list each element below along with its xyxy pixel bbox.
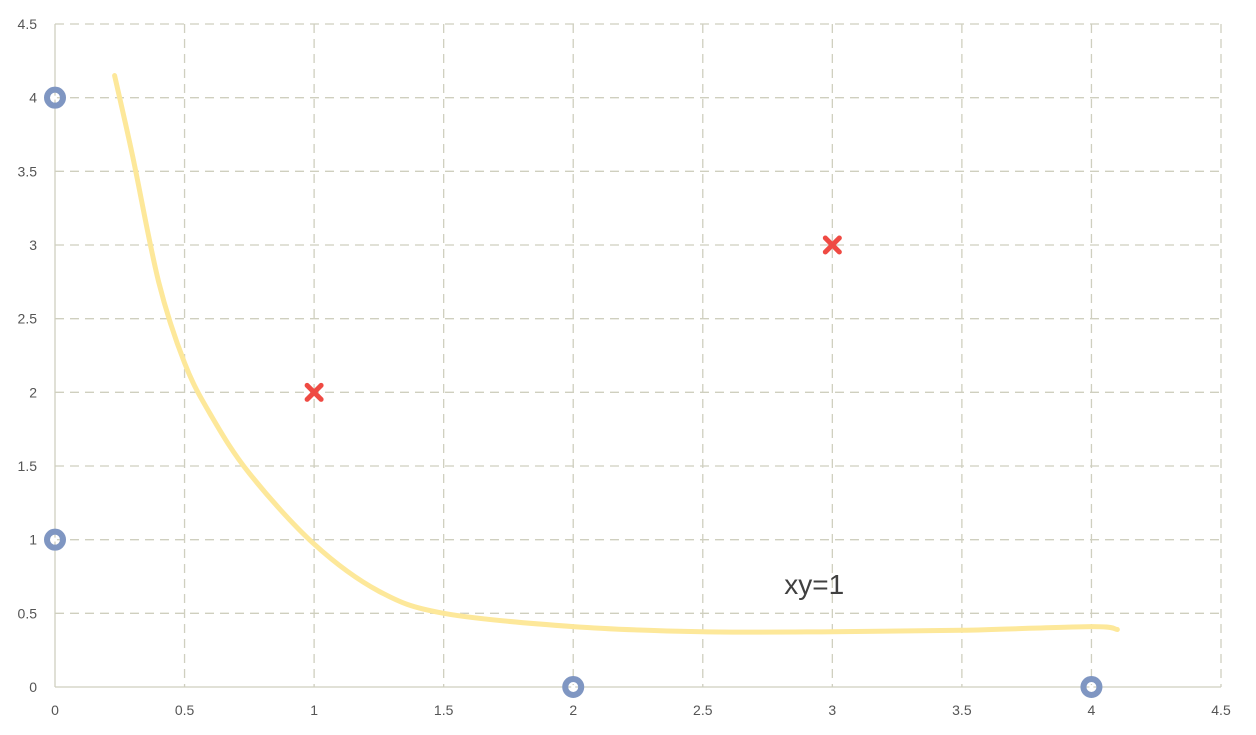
y-tick-label: 0: [29, 679, 37, 695]
y-tick-label: 4: [29, 90, 37, 106]
axes: [54, 24, 1221, 688]
x-tick-label: 1: [310, 702, 318, 718]
x-tick-label: 1.5: [434, 702, 454, 718]
grid: [55, 23, 1222, 687]
x-tick-label: 0.5: [175, 702, 195, 718]
circle-point: [562, 676, 585, 698]
tick-labels: 0 0.5 1 1.5 2 2.5 3 3.5 4 4.5 0 0.5 1 1.5 2 2.5 3 3.5 4 4.5: [18, 16, 1231, 718]
x-tick-label: 4.5: [1211, 702, 1231, 718]
circle-point: [44, 86, 66, 109]
curve-line: [112, 73, 1120, 635]
y-tick-label: 2: [29, 384, 37, 400]
x-tick-label: 3.5: [952, 702, 972, 718]
y-tick-label: 1.5: [18, 458, 38, 474]
y-tick-label: 4.5: [18, 16, 38, 32]
point-layer: [44, 86, 1103, 698]
y-tick-label: 1: [29, 532, 37, 548]
circle-point: [44, 528, 66, 551]
curve-layer: [112, 73, 1120, 635]
y-tick-label: 0.5: [18, 605, 38, 621]
annotation-layer: xy=1: [784, 569, 844, 600]
y-tick-label: 3.5: [18, 163, 38, 179]
curve-equation-label: xy=1: [784, 569, 844, 600]
y-tick-label: 3: [29, 237, 37, 253]
circle-point: [1080, 676, 1103, 698]
x-tick-label: 3: [828, 702, 836, 718]
y-tick-label: 2.5: [18, 311, 38, 327]
x-tick-label: 4: [1088, 702, 1096, 718]
x-point: [304, 382, 324, 402]
x-tick-label: 0: [51, 702, 59, 718]
x-tick-label: 2.5: [693, 702, 713, 718]
x-tick-label: 2: [569, 702, 577, 718]
x-point: [822, 235, 842, 255]
